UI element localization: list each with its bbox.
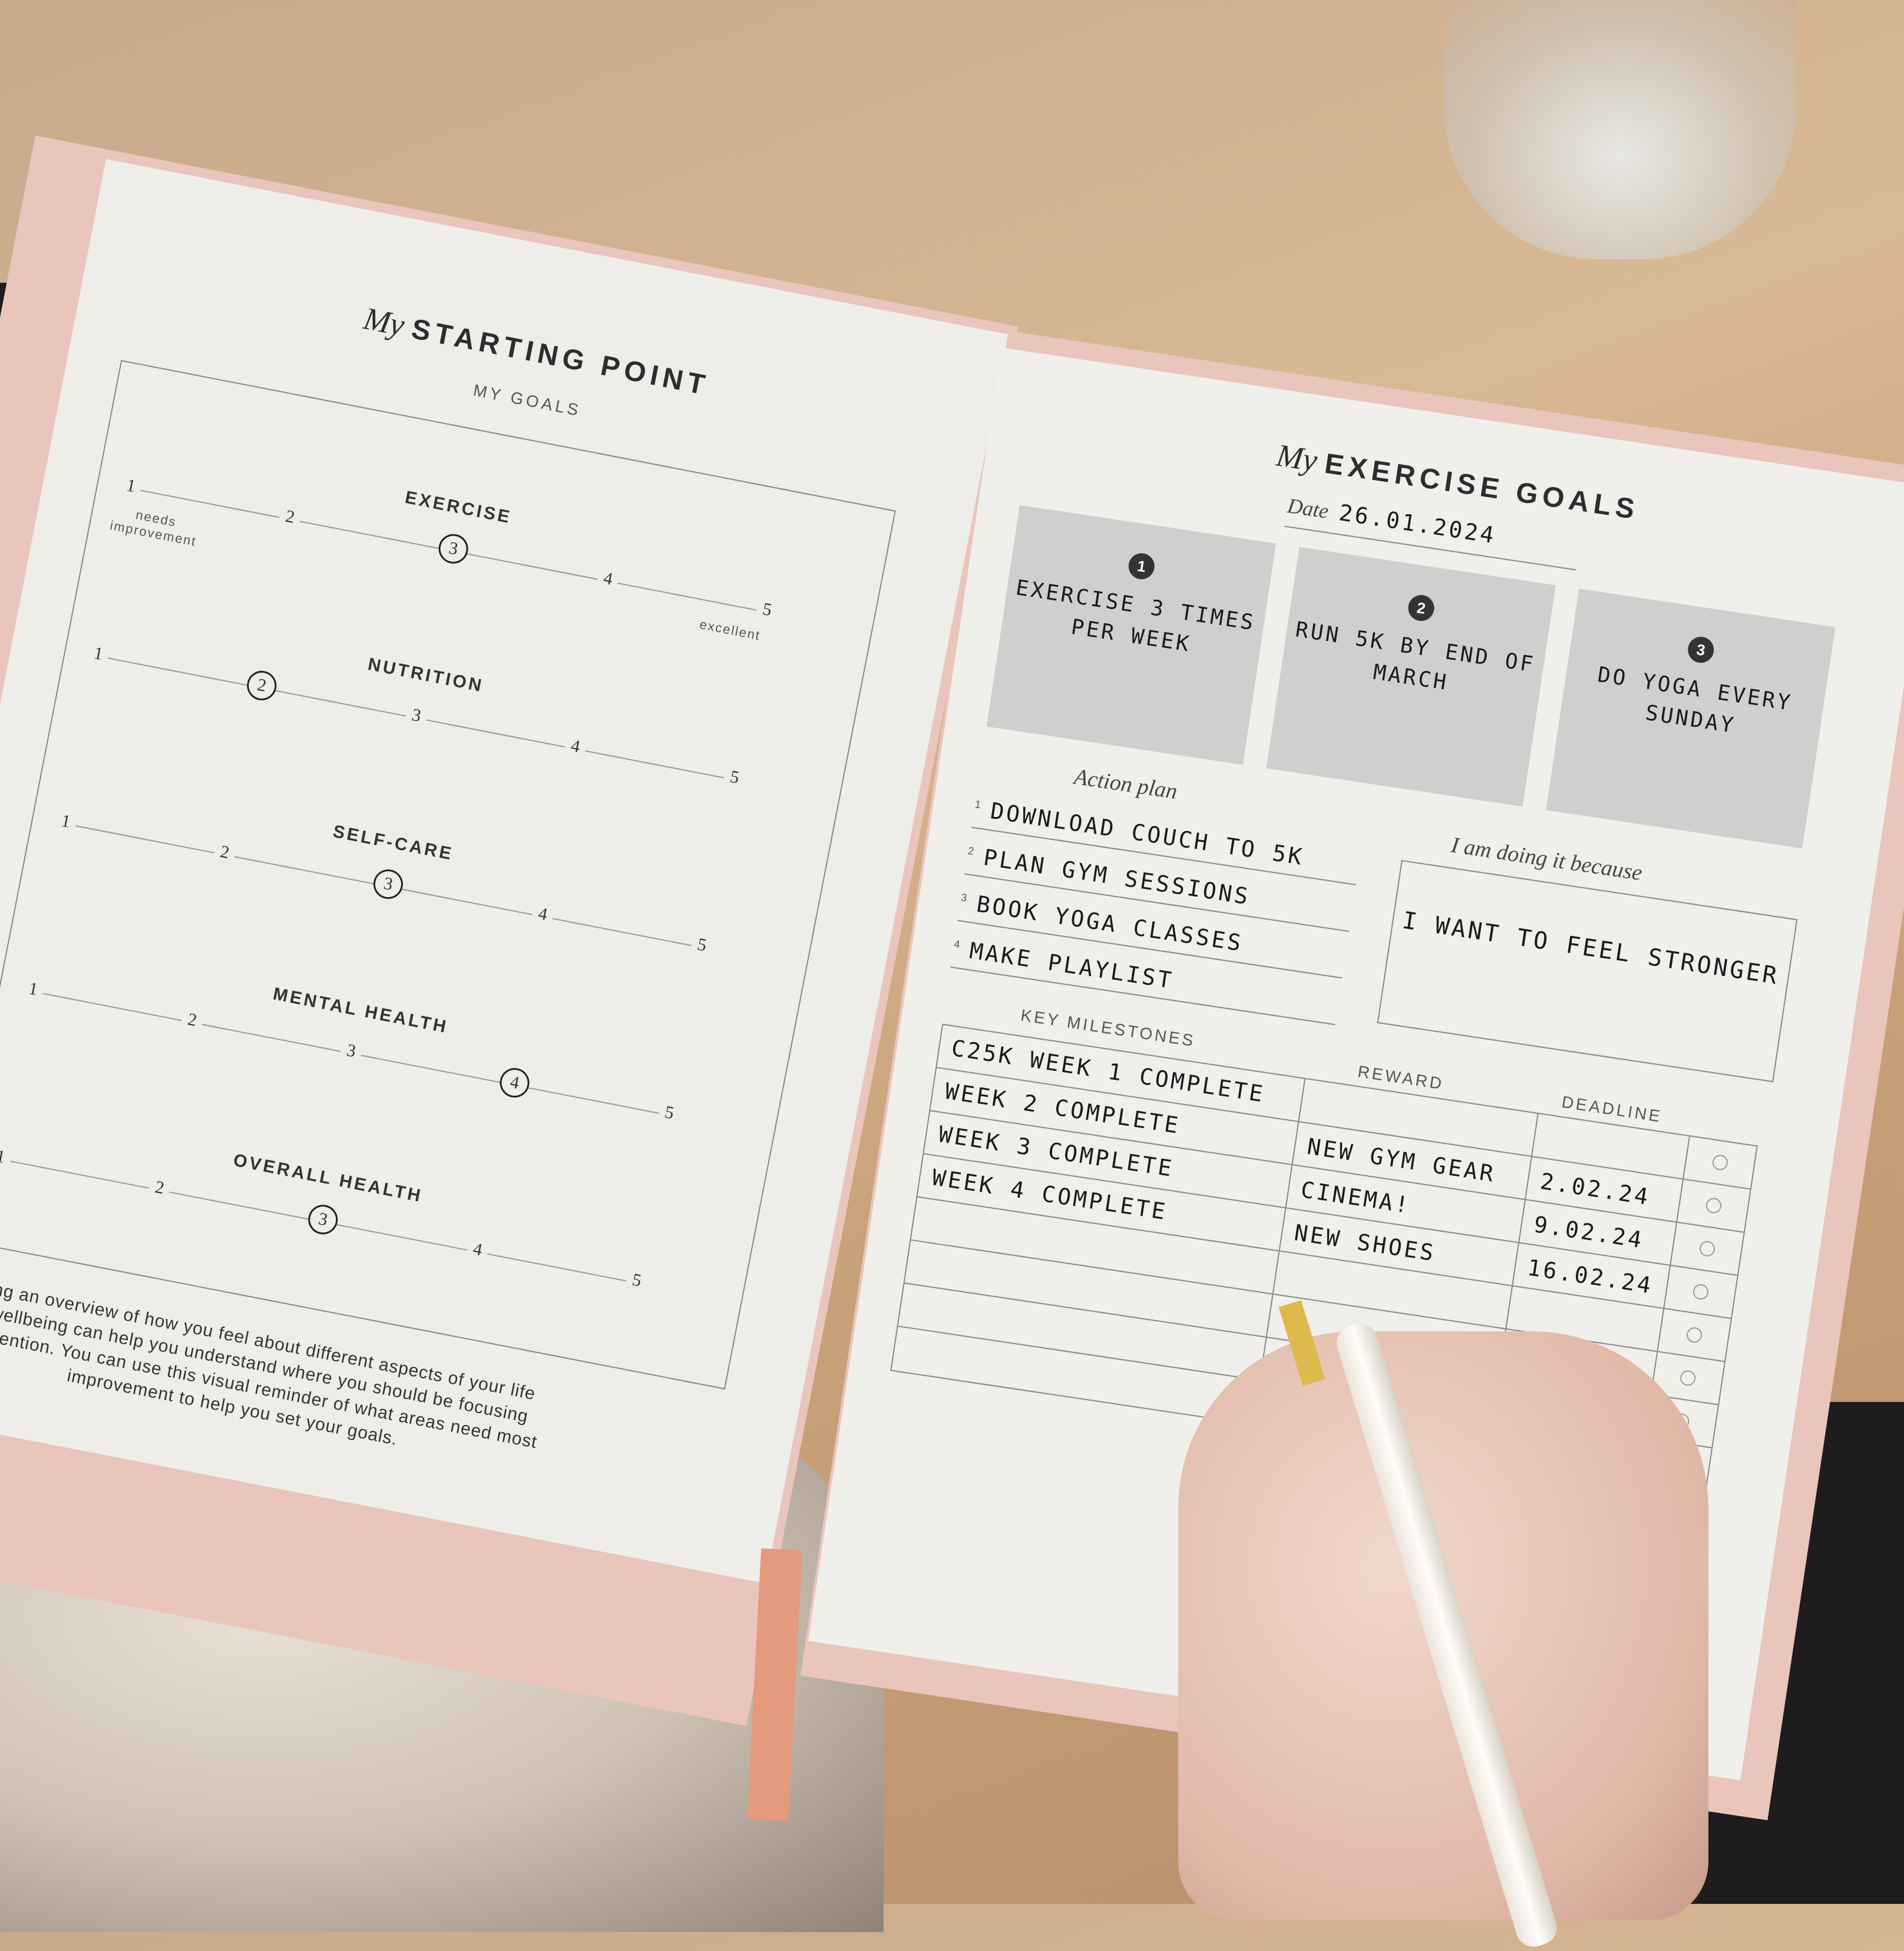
date-value: 26.01.2024 [1337, 500, 1498, 549]
water-glass [1443, 0, 1797, 259]
goal-box[interactable]: 3 Do yoga every Sunday [1546, 588, 1836, 849]
scale-number[interactable]: 2 [213, 841, 237, 865]
action-number: 4 [953, 938, 963, 951]
scale-number[interactable]: 1 [21, 977, 45, 1001]
excellent-label: excellent [698, 617, 762, 643]
scale-number[interactable]: 3 [404, 703, 429, 728]
goal-number-badge: 3 [1686, 635, 1716, 665]
scale-number[interactable]: 2 [147, 1176, 172, 1200]
scale-number-selected[interactable]: 4 [497, 1065, 532, 1100]
done-checkbox[interactable] [1698, 1240, 1716, 1258]
done-checkbox[interactable] [1692, 1283, 1710, 1301]
because-box[interactable]: I want to feel stronger [1377, 859, 1798, 1083]
goal-number-badge: 1 [1126, 551, 1156, 581]
scale-number[interactable]: 2 [277, 505, 302, 529]
scale-number[interactable]: 5 [722, 765, 747, 789]
done-checkbox[interactable] [1711, 1153, 1729, 1172]
goal-text: Run 5k by end of March [1294, 617, 1537, 696]
scale-number[interactable]: 4 [465, 1238, 490, 1262]
action-plan-label: Action plan [1072, 764, 1179, 805]
goal-number-badge: 2 [1406, 593, 1436, 623]
done-checkbox[interactable] [1679, 1369, 1697, 1387]
scale-number[interactable]: 3 [339, 1039, 363, 1063]
scale-number-selected[interactable]: 2 [244, 668, 279, 703]
action-number: 2 [967, 845, 977, 858]
scale-number[interactable]: 5 [624, 1268, 649, 1292]
date-label: Date [1285, 493, 1330, 523]
goal-box[interactable]: 2 Run 5k by end of March [1266, 547, 1556, 807]
done-checkbox[interactable] [1705, 1196, 1723, 1215]
scale-number[interactable]: 2 [180, 1008, 204, 1032]
scale-number[interactable]: 4 [531, 902, 555, 927]
action-number: 3 [960, 891, 970, 905]
goal-text: Do yoga every Sunday [1596, 662, 1794, 738]
scale-number[interactable]: 1 [118, 474, 143, 498]
scale-number-selected[interactable]: 3 [371, 867, 406, 902]
scale-number[interactable]: 5 [755, 598, 779, 622]
scale-number[interactable]: 1 [86, 641, 111, 666]
action-number: 1 [974, 798, 984, 812]
scale-number[interactable]: 4 [596, 567, 620, 591]
scale-number[interactable]: 1 [0, 1145, 13, 1169]
scale-number[interactable]: 5 [690, 933, 714, 957]
scale-number[interactable]: 5 [657, 1101, 682, 1125]
scale-number[interactable]: 1 [54, 809, 78, 834]
goal-text: Exercise 3 times per week [1014, 576, 1257, 657]
scale-number-selected[interactable]: 3 [436, 531, 471, 566]
goal-box[interactable]: 1 Exercise 3 times per week [986, 505, 1276, 765]
scale-number-selected[interactable]: 3 [305, 1202, 341, 1237]
scale-number[interactable]: 4 [563, 735, 588, 759]
done-checkbox[interactable] [1685, 1326, 1703, 1344]
